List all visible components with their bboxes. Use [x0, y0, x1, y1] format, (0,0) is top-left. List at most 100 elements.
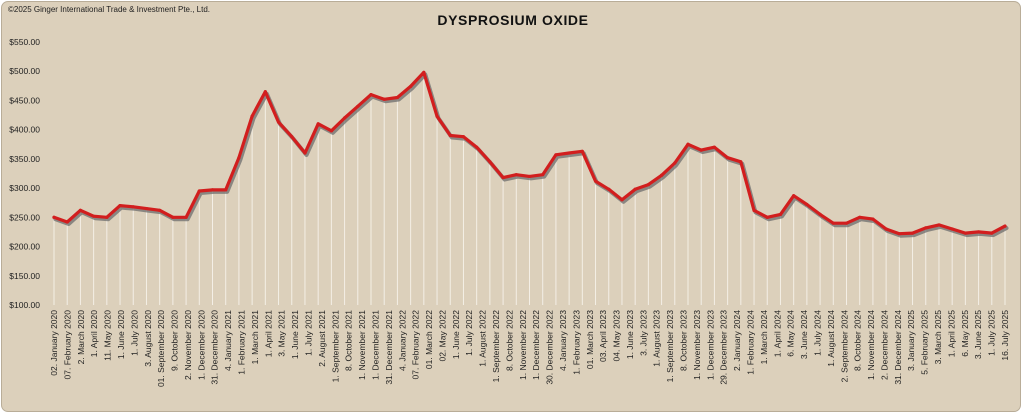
- x-tick-label: 8. October 2022: [504, 310, 514, 371]
- data-point: [197, 189, 201, 193]
- data-point: [620, 198, 624, 202]
- x-tick-label: 6. May 2024: [786, 310, 796, 357]
- data-point: [78, 208, 83, 212]
- y-tick-label: $500.00: [9, 66, 40, 76]
- x-tick-label: 3. June 2024: [799, 310, 809, 359]
- data-point: [184, 215, 188, 219]
- data-point: [342, 116, 347, 120]
- y-tick-label: $350.00: [9, 154, 40, 164]
- x-tick-label: 1. February 2021: [237, 310, 247, 375]
- data-point: [210, 188, 215, 192]
- x-tick-label: 1. June 2021: [290, 310, 300, 359]
- data-point: [541, 173, 545, 177]
- x-tick-label: 29. December 2023: [719, 310, 729, 385]
- data-point: [699, 148, 703, 152]
- x-tick-label: 30. December 2022: [545, 310, 555, 385]
- data-point: [52, 215, 56, 219]
- data-point: [950, 227, 954, 231]
- x-tick-label: 01. March 2023: [585, 310, 595, 369]
- data-point: [237, 156, 241, 160]
- data-point: [263, 90, 267, 94]
- data-point: [990, 231, 994, 235]
- data-point: [963, 231, 967, 235]
- x-tick-label: 8. October 2024: [853, 310, 863, 371]
- x-tick-label: 16. July 2025: [1000, 310, 1010, 361]
- data-point: [488, 160, 492, 164]
- data-point: [250, 114, 254, 118]
- x-tick-label: 1. August 2024: [826, 310, 836, 367]
- data-point: [897, 232, 901, 236]
- x-tick-label: 1. November 2022: [518, 310, 528, 380]
- x-tick-label: 8. October 2023: [679, 310, 689, 371]
- x-tick-label: 4. January 2023: [558, 310, 568, 371]
- x-tick-label: 2. December 2024: [879, 310, 889, 380]
- data-point: [171, 215, 175, 219]
- x-tick-label: 1. July 2021: [303, 310, 313, 356]
- x-tick-label: 31. December 2020: [210, 310, 220, 385]
- x-tick-label: 02. May 2022: [437, 310, 447, 362]
- x-tick-label: 02. January 2020: [49, 310, 59, 376]
- y-axis-ticks: $550.00 $500.00 $450.00 $400.00 $350.00 $300.…: [9, 37, 40, 310]
- x-tick-label: 01. September 2020: [156, 310, 166, 387]
- data-point: [92, 214, 96, 218]
- x-tick-label: 1. July 2024: [812, 310, 822, 356]
- x-tick-label: 9. October 2020: [170, 310, 180, 371]
- data-point: [646, 183, 650, 187]
- x-tick-label: 1. April 2024: [772, 310, 782, 358]
- data-point: [158, 208, 162, 212]
- x-tick-label: 1. August 2022: [478, 310, 488, 367]
- x-tick-label: 1. June 2022: [451, 310, 461, 359]
- x-tick-label: 07. February 2022: [411, 310, 421, 380]
- x-axis-ticks: 02. January 2020 07. February 2020 2. Marc…: [49, 310, 1010, 387]
- x-tick-label: 1. December 2022: [531, 310, 541, 380]
- x-tick-label: 1. April 2025: [946, 310, 956, 358]
- x-tick-label: 1. December 2023: [705, 310, 715, 380]
- x-tick-label: 3. June 2025: [973, 310, 983, 359]
- data-point: [752, 208, 756, 212]
- x-tick-label: 2. November 2020: [183, 310, 193, 380]
- chart-title: DYSPROSIUM OXIDE: [437, 12, 589, 28]
- data-point: [924, 226, 928, 230]
- y-tick-label: $300.00: [9, 183, 40, 193]
- x-tick-label: 1. July 2020: [129, 310, 139, 356]
- x-tick-label: 1. June 2023: [625, 310, 635, 359]
- y-tick-label: $550.00: [9, 37, 40, 47]
- data-point: [290, 135, 294, 139]
- data-point: [818, 212, 822, 217]
- x-tick-label: 4. January 2022: [397, 310, 407, 371]
- data-point: [739, 160, 743, 164]
- data-point: [514, 173, 518, 177]
- y-tick-label: $100.00: [9, 300, 40, 310]
- x-tick-label: 1. September 2023: [665, 310, 675, 383]
- data-point: [144, 206, 149, 211]
- y-tick-label: $200.00: [9, 242, 40, 252]
- series-shadow: [53, 72, 1009, 238]
- data-point: [884, 227, 888, 231]
- data-point: [224, 188, 228, 192]
- data-point: [567, 151, 571, 155]
- x-tick-label: 1. December 2021: [370, 310, 380, 380]
- x-tick-label: 1. November 2024: [866, 310, 876, 380]
- x-tick-label: 04. May 2023: [612, 310, 622, 362]
- data-point: [593, 179, 598, 183]
- y-tick-label: $150.00: [9, 271, 40, 281]
- x-tick-label: 1. November 2023: [692, 310, 702, 380]
- y-tick-label: $400.00: [9, 125, 40, 135]
- data-point: [303, 151, 307, 155]
- data-point: [435, 114, 439, 118]
- data-point: [937, 223, 941, 227]
- data-point: [976, 230, 981, 234]
- x-tick-label: 1. March 2024: [759, 310, 769, 365]
- data-point: [910, 231, 915, 235]
- x-tick-label: 03. April 2023: [598, 310, 608, 362]
- x-tick-label: 11. May 2020: [103, 310, 113, 361]
- x-tick-label: 31. December 2024: [893, 310, 903, 385]
- data-point: [382, 97, 386, 101]
- data-point: [673, 161, 677, 165]
- data-point: [409, 84, 413, 89]
- y-tick-label: $450.00: [9, 95, 40, 105]
- data-point: [395, 95, 400, 100]
- x-tick-label: 1. March 2021: [250, 310, 260, 365]
